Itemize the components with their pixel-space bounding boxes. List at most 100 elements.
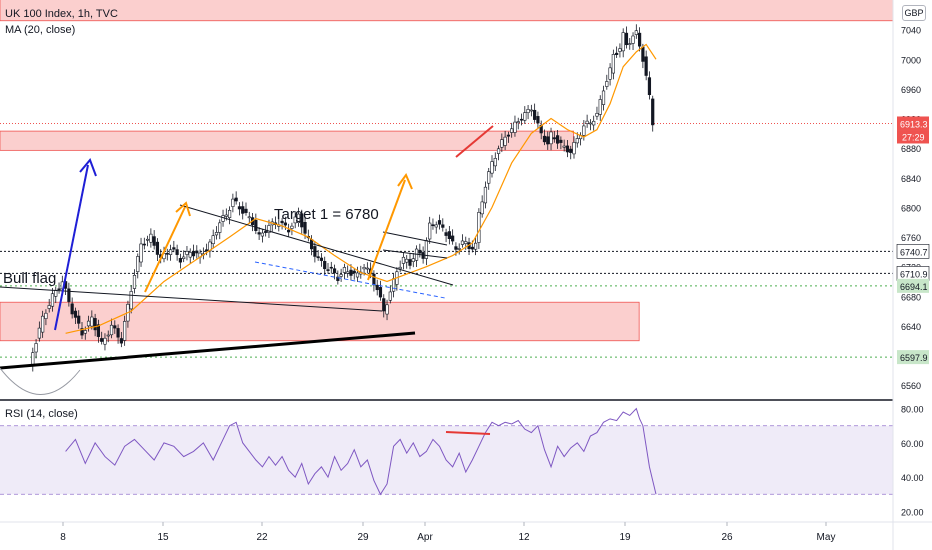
- candle[interactable]: [41, 315, 45, 333]
- candle[interactable]: [139, 243, 143, 263]
- candle[interactable]: [388, 291, 392, 301]
- candle[interactable]: [254, 219, 258, 231]
- candle[interactable]: [447, 231, 451, 239]
- ma-legend[interactable]: MA (20, close): [5, 24, 76, 36]
- candle[interactable]: [605, 81, 609, 87]
- candle[interactable]: [444, 232, 448, 236]
- candle[interactable]: [293, 216, 297, 224]
- candle[interactable]: [323, 260, 327, 270]
- candle[interactable]: [73, 310, 78, 318]
- candle[interactable]: [611, 54, 615, 74]
- price-badge[interactable]: [897, 116, 929, 131]
- candle[interactable]: [264, 231, 268, 233]
- candle[interactable]: [618, 48, 622, 52]
- candle[interactable]: [57, 288, 61, 291]
- candle[interactable]: [592, 120, 596, 126]
- candle[interactable]: [152, 236, 156, 246]
- candle[interactable]: [457, 248, 461, 250]
- candle[interactable]: [405, 258, 409, 263]
- candle[interactable]: [205, 249, 209, 252]
- candle[interactable]: [365, 267, 369, 270]
- candle[interactable]: [529, 109, 533, 112]
- candle[interactable]: [651, 98, 655, 126]
- candle[interactable]: [533, 109, 537, 120]
- candle[interactable]: [54, 289, 58, 297]
- candle[interactable]: [188, 252, 192, 258]
- candle[interactable]: [129, 291, 133, 310]
- candle[interactable]: [234, 197, 238, 202]
- candle[interactable]: [70, 303, 74, 315]
- candle[interactable]: [621, 32, 625, 52]
- candle[interactable]: [431, 224, 435, 227]
- candle[interactable]: [211, 235, 215, 245]
- candle[interactable]: [647, 77, 652, 96]
- candle[interactable]: [510, 128, 514, 133]
- candle[interactable]: [267, 225, 271, 233]
- candle[interactable]: [454, 246, 458, 250]
- candle[interactable]: [408, 259, 412, 266]
- candle[interactable]: [608, 67, 612, 80]
- candle[interactable]: [336, 276, 340, 281]
- candle[interactable]: [231, 198, 235, 207]
- candle[interactable]: [319, 257, 324, 261]
- candle[interactable]: [500, 139, 504, 148]
- candle[interactable]: [146, 238, 150, 241]
- candle[interactable]: [398, 266, 402, 270]
- candle[interactable]: [349, 269, 353, 276]
- candle[interactable]: [378, 287, 383, 298]
- candle[interactable]: [624, 32, 629, 46]
- candle[interactable]: [116, 328, 120, 338]
- symbol-title[interactable]: UK 100 Index, 1h, TVC: [5, 8, 118, 20]
- candle[interactable]: [290, 225, 294, 229]
- candle[interactable]: [542, 135, 547, 143]
- candle[interactable]: [588, 122, 592, 125]
- candle[interactable]: [575, 138, 579, 144]
- candle[interactable]: [119, 338, 123, 344]
- candle[interactable]: [382, 298, 386, 312]
- candle[interactable]: [493, 158, 497, 167]
- candle[interactable]: [109, 324, 114, 336]
- price-badge[interactable]: [896, 244, 930, 259]
- candle[interactable]: [441, 224, 445, 228]
- candle[interactable]: [555, 135, 560, 144]
- candle[interactable]: [490, 161, 494, 174]
- rsi-pane[interactable]: [0, 407, 893, 496]
- candle[interactable]: [401, 256, 406, 264]
- candle[interactable]: [437, 220, 442, 225]
- price-pane[interactable]: [0, 0, 894, 372]
- candle[interactable]: [123, 321, 127, 341]
- candle[interactable]: [572, 142, 576, 155]
- candle[interactable]: [536, 116, 540, 124]
- candle[interactable]: [634, 30, 638, 35]
- candle[interactable]: [195, 250, 199, 254]
- candle[interactable]: [565, 145, 570, 153]
- candle[interactable]: [93, 318, 97, 331]
- candle[interactable]: [67, 288, 71, 302]
- candle[interactable]: [44, 312, 48, 319]
- candle[interactable]: [191, 250, 196, 257]
- candle[interactable]: [260, 232, 265, 237]
- candle[interactable]: [631, 35, 635, 44]
- candle[interactable]: [300, 213, 304, 228]
- candle[interactable]: [451, 235, 455, 242]
- candle[interactable]: [523, 112, 527, 121]
- candle[interactable]: [615, 52, 619, 55]
- candle[interactable]: [598, 99, 602, 115]
- candle[interactable]: [391, 278, 396, 292]
- candle[interactable]: [339, 274, 343, 277]
- candle[interactable]: [237, 206, 242, 210]
- candle[interactable]: [552, 137, 556, 140]
- candle[interactable]: [50, 293, 55, 307]
- candle[interactable]: [182, 256, 186, 259]
- candle[interactable]: [103, 337, 107, 345]
- candle[interactable]: [546, 136, 550, 145]
- candle[interactable]: [346, 271, 350, 274]
- candle[interactable]: [228, 210, 232, 218]
- candle[interactable]: [303, 222, 307, 234]
- candle[interactable]: [221, 215, 225, 222]
- candle[interactable]: [280, 220, 284, 224]
- candle[interactable]: [90, 316, 94, 327]
- candle[interactable]: [460, 240, 465, 245]
- candle[interactable]: [362, 267, 366, 270]
- candle[interactable]: [31, 352, 35, 366]
